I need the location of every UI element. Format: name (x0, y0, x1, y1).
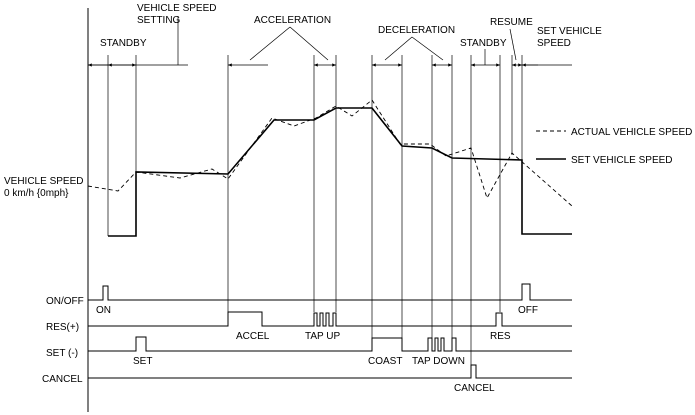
event-accel-label: ACCEL (236, 331, 270, 342)
event-tap-up-label: TAP UP (305, 331, 341, 342)
phase-speed-setting-label-2: SETTING (137, 15, 181, 26)
event-res-label: RES (490, 331, 511, 342)
signal-res-label: RES(+) (46, 322, 79, 333)
event-tap-down-label: TAP DOWN (412, 356, 465, 367)
phase-standby-label: STANDBY (100, 38, 147, 49)
signal-baselines (88, 283, 572, 379)
phase-set-speed-label-2: SPEED (537, 38, 571, 49)
y-axis-label-2: 0 km/h {0mph} (4, 188, 69, 199)
legend-set-label: SET VEHICLE SPEED (571, 155, 673, 166)
phase-acceleration-label: ACCELERATION (254, 15, 331, 26)
y-axis-label-1: VEHICLE SPEED (4, 176, 83, 187)
phase-resume-label: RESUME (490, 17, 533, 28)
reference-lines (107, 55, 523, 365)
event-off-label: OFF (518, 305, 538, 316)
callout-lines (249, 26, 517, 65)
signal-on-off-label: ON/OFF (46, 296, 84, 307)
cancel-signal (88, 364, 572, 379)
event-on-label: ON (96, 305, 111, 316)
signal-set-label: SET (-) (46, 348, 78, 359)
phase-set-speed-label-1: SET VEHICLE (537, 26, 602, 37)
signal-cancel-label: CANCEL (42, 374, 83, 385)
phase-deceleration-label: DECELERATION (378, 25, 455, 36)
phase-speed-setting-label-1: VEHICLE SPEED (137, 3, 216, 14)
set-vehicle-speed-line (108, 107, 572, 237)
actual-vehicle-speed-line (87, 99, 573, 207)
phase-arrows (88, 16, 572, 67)
event-set-label: SET (133, 356, 152, 367)
res-signal (88, 311, 572, 327)
legend-actual-label: ACTUAL VEHICLE SPEED (571, 127, 692, 138)
phase-standby-2-label: STANDBY (460, 38, 507, 49)
event-coast-label: COAST (368, 356, 402, 367)
set-signal (88, 336, 572, 352)
on-off-signal (88, 283, 572, 301)
event-cancel-label: CANCEL (454, 383, 495, 394)
